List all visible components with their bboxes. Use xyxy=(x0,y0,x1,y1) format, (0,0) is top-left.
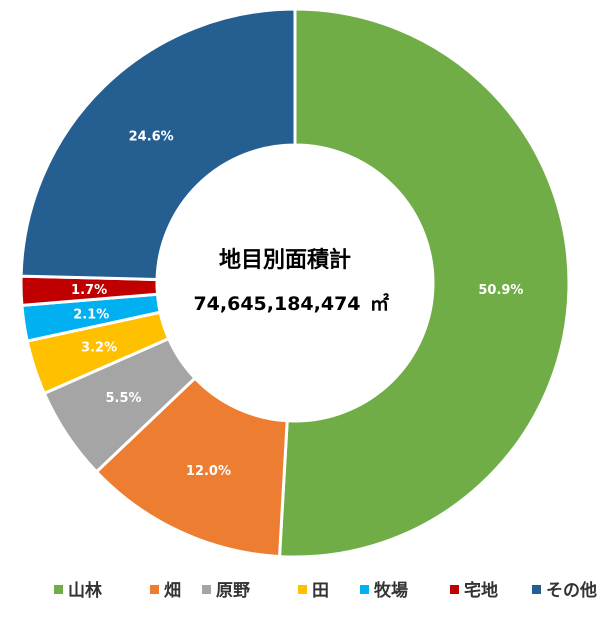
chart-title: 地目別面積計 xyxy=(219,247,351,273)
legend-swatch-genya xyxy=(202,585,211,594)
slices-group xyxy=(19,7,571,559)
legend-label-takuchi: 宅地 xyxy=(464,580,498,601)
legend-label-genya: 原野 xyxy=(216,581,250,601)
legend-label-sonota: その他 xyxy=(546,580,597,601)
legend-swatch-sanrin xyxy=(54,585,63,594)
legend-swatch-takuchi xyxy=(450,585,459,594)
legend-swatch-ta xyxy=(298,585,307,594)
legend-swatch-hata xyxy=(150,585,159,594)
legend-label-bokujo: 牧場 xyxy=(374,580,408,601)
total-area-unit: ㎡ xyxy=(370,292,389,315)
legend-swatch-bokujo xyxy=(360,585,369,594)
slice-sonota xyxy=(19,7,297,282)
slice-labels-group: 50.9% 12.0% 5.5% 3.2% 2.1% 1.7% 24.6% xyxy=(71,130,523,479)
total-area-value: 74,645,184,474 xyxy=(193,293,360,315)
legend-swatch-sonota xyxy=(532,585,541,594)
legend-label-sanrin: 山林 xyxy=(68,580,102,601)
slice-label-sonota: 24.6% xyxy=(129,130,174,145)
legend-label-ta: 田 xyxy=(312,581,329,601)
slice-label-ta: 3.2% xyxy=(81,341,117,356)
slice-label-genya: 5.5% xyxy=(106,391,142,406)
slice-label-hata: 12.0% xyxy=(186,464,231,479)
slice-label-takuchi: 1.7% xyxy=(71,283,107,298)
legend: 山林 畑 原野 田 牧場 宅地 その他 xyxy=(54,580,597,601)
slice-label-bokujo: 2.1% xyxy=(73,307,109,322)
center-group: 地目別面積計 74,645,184,474 ㎡ xyxy=(193,247,389,315)
slice-sanrin xyxy=(277,7,571,559)
slice-label-sanrin: 50.9% xyxy=(478,283,523,298)
legend-label-hata: 畑 xyxy=(164,581,181,601)
